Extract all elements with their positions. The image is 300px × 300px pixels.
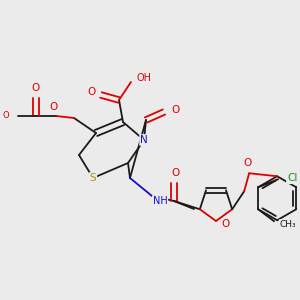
- Text: O: O: [171, 105, 179, 115]
- Text: Cl: Cl: [287, 173, 297, 183]
- Text: O: O: [3, 110, 9, 119]
- Text: N: N: [140, 135, 148, 145]
- Text: OH: OH: [136, 73, 152, 83]
- Text: O: O: [243, 158, 251, 168]
- Text: O: O: [172, 168, 180, 178]
- Text: O: O: [222, 219, 230, 229]
- Text: NH: NH: [153, 196, 167, 206]
- Text: S: S: [90, 173, 96, 183]
- Text: O: O: [87, 87, 95, 97]
- Text: O: O: [32, 83, 40, 93]
- Text: O: O: [50, 102, 58, 112]
- Text: CH₃: CH₃: [280, 220, 296, 229]
